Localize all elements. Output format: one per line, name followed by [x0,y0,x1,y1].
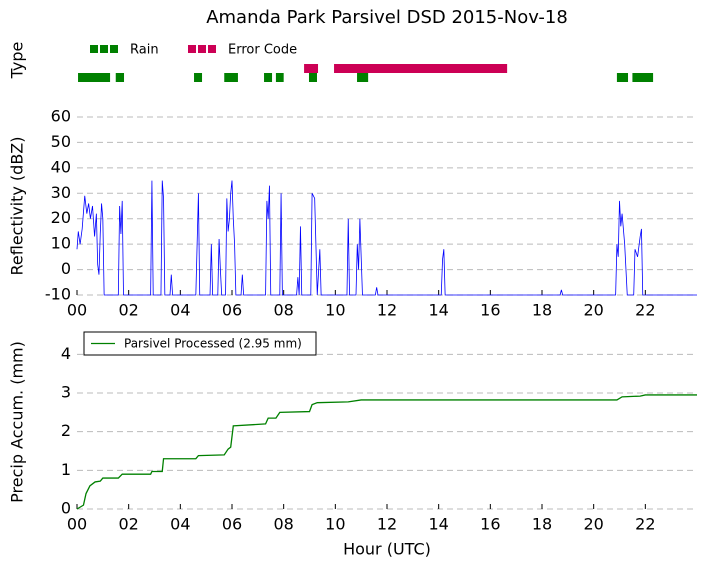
y-tick-label: 0 [61,499,71,518]
legend-box [83,331,317,356]
legend-swatch [208,45,216,53]
x-tick-label: 04 [170,515,190,534]
y-tick-label: 2 [61,421,71,440]
x-tick-label: 08 [273,515,293,534]
x-tick-label: 14 [428,515,448,534]
interval-bar [115,73,125,82]
x-tick-label: 12 [377,301,397,320]
x-tick-label: 16 [480,515,500,534]
y-tick-label: 1 [61,460,71,479]
y-axis-label: Reflectivity (dBZ) [8,137,27,276]
interval-bar [357,73,369,82]
x-tick-label: 22 [635,515,655,534]
y-tick-label: 60 [51,107,71,126]
x-tick-label: 22 [635,301,655,320]
x-tick-label: 20 [583,515,603,534]
data-line [76,394,697,510]
legend-swatch [198,45,206,53]
x-tick-label: 00 [67,515,87,534]
x-tick-label: 16 [480,301,500,320]
y-axis-label: Precip Accum. (mm) [8,341,27,503]
x-axis-label: Hour (UTC) [343,540,431,559]
x-tick-label: 18 [532,301,552,320]
figure-title: Amanda Park Parsivel DSD 2015-Nov-18 [206,7,568,28]
y-axis-label: Type [8,42,27,80]
interval-bar [194,73,203,82]
x-tick-label: 06 [222,515,242,534]
data-line [76,180,697,296]
y-tick-label: -10 [45,285,71,304]
interval-bar [264,73,273,82]
legend-swatch [188,45,196,53]
y-tick-label: 50 [51,132,71,151]
y-tick-label: 40 [51,157,71,176]
legend-swatch [100,45,108,53]
x-tick-label: 02 [118,515,138,534]
interval-bar [308,73,317,82]
legend-label: Rain [130,43,159,58]
x-tick-label: 18 [532,515,552,534]
y-tick-label: 4 [61,344,71,363]
legend-label: Parsivel Processed (2.95 mm) [124,337,302,351]
x-tick-label: 04 [170,301,190,320]
x-tick-label: 08 [273,301,293,320]
interval-bar [275,73,284,82]
x-tick-label: 10 [325,515,345,534]
interval-bar [224,73,238,82]
y-tick-label: 10 [51,234,71,253]
y-tick-label: 3 [61,383,71,402]
interval-bar [632,73,654,82]
legend-swatch [90,45,98,53]
interval-bar [304,64,319,73]
legend-swatch [110,45,118,53]
interval-bar [334,64,508,73]
x-tick-label: 06 [222,301,242,320]
legend-label: Error Code [228,43,297,58]
x-tick-label: 02 [118,301,138,320]
interval-bar [616,73,629,82]
x-tick-label: 20 [583,301,603,320]
x-tick-label: 10 [325,301,345,320]
y-tick-label: 20 [51,208,71,227]
x-tick-label: 14 [428,301,448,320]
x-tick-label: 12 [377,515,397,534]
y-tick-label: 0 [61,259,71,278]
x-tick-label: 00 [67,301,87,320]
interval-bar [78,73,111,82]
y-tick-label: 30 [51,183,71,202]
